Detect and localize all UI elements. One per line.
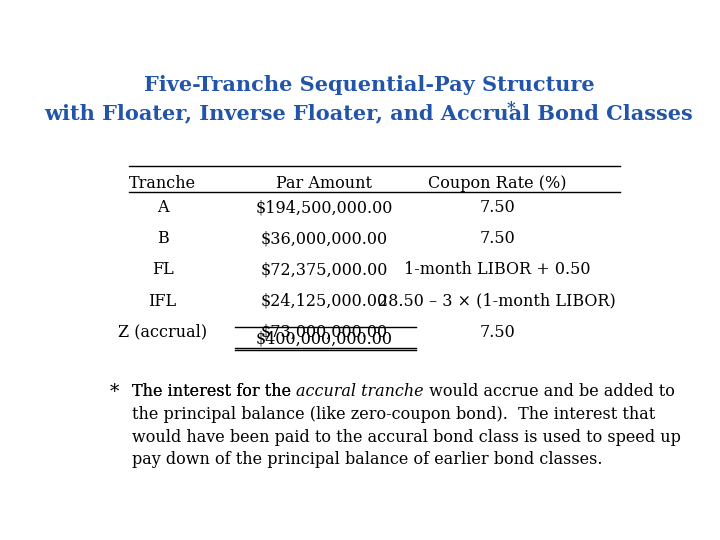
Text: The interest for the: The interest for the bbox=[132, 383, 296, 400]
Text: 28.50 – 3 × (1-month LIBOR): 28.50 – 3 × (1-month LIBOR) bbox=[379, 293, 616, 309]
Text: would have been paid to the accural bond class is used to speed up: would have been paid to the accural bond… bbox=[132, 429, 680, 446]
Text: $36,000,000.00: $36,000,000.00 bbox=[261, 230, 388, 247]
Text: would accrue and be added to: would accrue and be added to bbox=[424, 383, 675, 400]
Text: Tranche: Tranche bbox=[129, 175, 196, 192]
Text: Five-Tranche Sequential-Pay Structure: Five-Tranche Sequential-Pay Structure bbox=[144, 75, 594, 95]
Text: A: A bbox=[157, 199, 168, 216]
Text: $73,000,000.00: $73,000,000.00 bbox=[261, 324, 388, 341]
Text: FL: FL bbox=[152, 261, 174, 279]
Text: 1-month LIBOR + 0.50: 1-month LIBOR + 0.50 bbox=[404, 261, 590, 279]
Text: Par Amount: Par Amount bbox=[276, 175, 372, 192]
Text: pay down of the principal balance of earlier bond classes.: pay down of the principal balance of ear… bbox=[132, 451, 603, 469]
Text: 7.50: 7.50 bbox=[480, 199, 516, 216]
Text: *: * bbox=[507, 100, 516, 117]
Text: $194,500,000.00: $194,500,000.00 bbox=[256, 199, 393, 216]
Text: $400,000,000.00: $400,000,000.00 bbox=[256, 330, 393, 348]
Text: *: * bbox=[109, 383, 119, 401]
Text: 7.50: 7.50 bbox=[480, 230, 516, 247]
Text: the principal balance (like zero-coupon bond).  The interest that: the principal balance (like zero-coupon … bbox=[132, 406, 655, 423]
Text: IFL: IFL bbox=[148, 293, 176, 309]
Text: Coupon Rate (%): Coupon Rate (%) bbox=[428, 175, 567, 192]
Text: accural tranche: accural tranche bbox=[296, 383, 424, 400]
Text: The interest for the: The interest for the bbox=[132, 383, 296, 400]
Text: $72,375,000.00: $72,375,000.00 bbox=[261, 261, 388, 279]
Text: Z (accrual): Z (accrual) bbox=[118, 324, 207, 341]
Text: B: B bbox=[157, 230, 168, 247]
Text: $24,125,000.00: $24,125,000.00 bbox=[261, 293, 388, 309]
Text: 7.50: 7.50 bbox=[480, 324, 516, 341]
Text: with Floater, Inverse Floater, and Accrual Bond Classes: with Floater, Inverse Floater, and Accru… bbox=[45, 103, 693, 123]
